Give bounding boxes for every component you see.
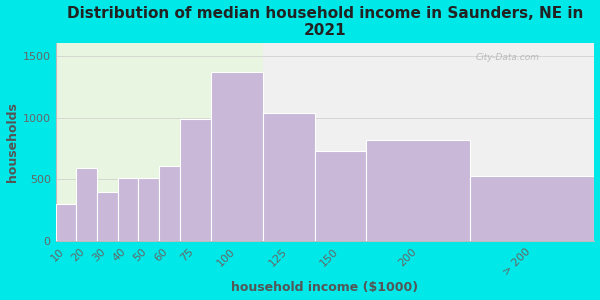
Bar [211, 72, 263, 242]
Y-axis label: households: households [5, 102, 19, 182]
Bar [56, 204, 76, 242]
Bar [180, 119, 211, 242]
Title: Distribution of median household income in Saunders, NE in
2021: Distribution of median household income … [67, 6, 583, 38]
Bar [97, 192, 118, 242]
X-axis label: household income ($1000): household income ($1000) [232, 281, 419, 294]
Bar [367, 140, 470, 242]
Bar [76, 168, 97, 242]
Bar [139, 178, 159, 242]
Bar [118, 178, 139, 242]
Bar [263, 43, 595, 242]
Bar [56, 43, 263, 242]
Bar [159, 166, 180, 242]
Bar [263, 112, 314, 242]
Text: City-Data.com: City-Data.com [476, 53, 540, 62]
Bar [314, 151, 367, 242]
Bar [470, 176, 595, 242]
